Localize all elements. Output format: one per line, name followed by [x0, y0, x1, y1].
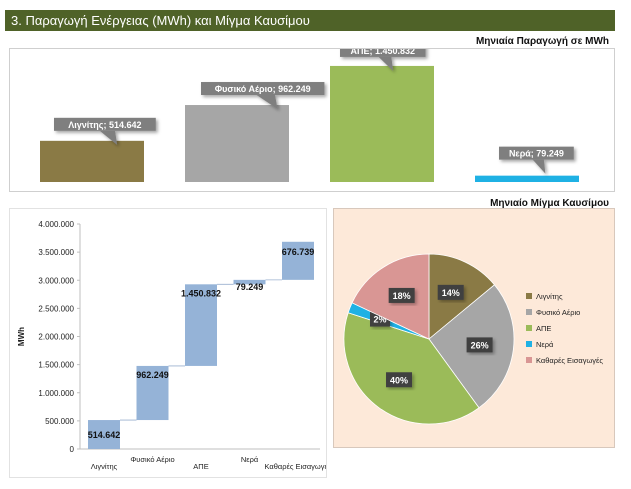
fuel-mix-pie-chart: 14% 26% 40% 2% 18% Λιγνίτης Φυσικό Αέριο ΑΠΕ Νερ…: [343, 253, 603, 425]
legend-swatch-4: [526, 341, 532, 347]
bar-label-text-4: Νερά; 79.249: [509, 149, 564, 159]
bar-label-box-4: [499, 146, 574, 160]
waterfall-data-label-1: 514.642: [88, 430, 121, 440]
waterfall-data-label-4: 79.249: [236, 282, 264, 292]
bar-1: [40, 140, 144, 182]
legend-label-1: Λιγνίτης: [536, 292, 563, 301]
bar-label-pointer-3: [378, 56, 394, 71]
legend-label-5: Καθαρές Εισαγωγές: [536, 356, 603, 365]
waterfall-ytick-label: 500.000: [45, 417, 74, 426]
legend-swatch-1: [526, 293, 532, 299]
bar-label-pointer-1: [99, 130, 118, 145]
legend-swatch-5: [526, 357, 532, 363]
waterfall-bar-2: [136, 365, 169, 421]
waterfall-data-label-5: 676.739: [282, 247, 315, 257]
waterfall-category-label-5: Καθαρές Εισαγωγές: [264, 462, 326, 471]
waterfall-ytick-label: 2.000.000: [38, 333, 74, 342]
waterfall-category-label-3: ΑΠΕ: [193, 462, 208, 471]
legend-label-4: Νερά: [536, 340, 554, 349]
bar-4: [475, 175, 579, 182]
pie-data-label-2: 26%: [471, 340, 489, 350]
pie-slice-3: [343, 312, 480, 425]
waterfall-category-label-2: Φυσικό Αέριο: [130, 455, 174, 464]
bar-label-pointer-2: [256, 95, 278, 110]
waterfall-data-label-2: 962.249: [136, 370, 169, 380]
bar-label-pointer-4: [532, 159, 546, 174]
bar-label-box-1: [54, 117, 156, 131]
bar-label-box-2: [201, 82, 325, 96]
bar-label-4: [499, 146, 574, 174]
pie-label-box-2: [466, 337, 493, 353]
waterfall-bar-1: [88, 420, 120, 449]
waterfall-category-label-1: Λιγνίτης: [91, 462, 118, 471]
waterfall-ytick-label: 2.500.000: [38, 304, 74, 313]
waterfall-chart: 0 500.000 1.000.000 1.500.000 2.000.000 2.500…: [17, 220, 332, 471]
waterfall-ytick-label: 1.500.000: [38, 361, 74, 370]
waterfall-y-axis-title: MWh: [17, 327, 26, 346]
bar-label-text-1: Λιγνίτης; 514.642: [68, 120, 141, 130]
section-header: 3. Παραγωγή Ενέργειας (MWh) και Μίγμα Κα…: [5, 10, 615, 31]
bar-label-2: [201, 82, 325, 110]
legend-label-2: Φυσικό Αέριο: [536, 308, 580, 317]
waterfall-category-label-4: Νερά: [241, 455, 259, 464]
legend-swatch-3: [526, 325, 532, 331]
waterfall-chart-panel: 0 500.000 1.000.000 1.500.000 2.000.000 2.500…: [9, 208, 332, 478]
pie-label-box-3: [386, 372, 413, 388]
legend-label-3: ΑΠΕ: [536, 324, 551, 333]
waterfall-data-label-3: 1.450.832: [181, 288, 221, 298]
waterfall-ytick-label: 3.000.000: [38, 276, 74, 285]
bar-2: [185, 105, 289, 182]
waterfall-bar-5: [282, 241, 314, 280]
production-chart-panel: Λιγνίτης; 514.642 Φυσικό Αέριο; 962.249 ΑΠ…: [9, 43, 615, 192]
pie-label-box-5: [388, 287, 415, 303]
pie-label-box-1: [437, 284, 464, 300]
pie-data-label-3: 40%: [390, 375, 408, 385]
bar-3: [330, 65, 434, 182]
waterfall-ytick-label: 3.500.000: [38, 248, 74, 257]
pie-data-label-5: 18%: [393, 291, 411, 301]
fuel-mix-title: Μηνιαίο Μίγμα Καυσίμου: [490, 198, 609, 209]
monthly-production-title: Μηνιαία Παραγωγή σε MWh: [475, 36, 609, 47]
pie-data-label-4: 2%: [373, 315, 386, 325]
fuel-mix-pie-panel: 14% 26% 40% 2% 18% Λιγνίτης Φυσικό Αέριο ΑΠΕ Νερ…: [333, 208, 615, 448]
bar-label-text-2: Φυσικό Αέριο; 962.249: [215, 84, 311, 94]
production-bar-chart: Λιγνίτης; 514.642 Φυσικό Αέριο; 962.249 ΑΠ…: [40, 43, 579, 182]
waterfall-ytick-label: 0: [70, 445, 75, 454]
waterfall-ytick-label: 1.000.000: [38, 389, 74, 398]
bar-label-text-3: ΑΠΕ; 1.450.832: [351, 49, 416, 56]
pie-data-label-1: 14%: [442, 288, 460, 298]
waterfall-bar-4: [233, 279, 266, 285]
waterfall-ytick-label: 4.000.000: [38, 220, 74, 229]
legend-swatch-2: [526, 309, 532, 315]
bar-label-1: [54, 117, 156, 145]
waterfall-bar-3: [185, 284, 217, 366]
